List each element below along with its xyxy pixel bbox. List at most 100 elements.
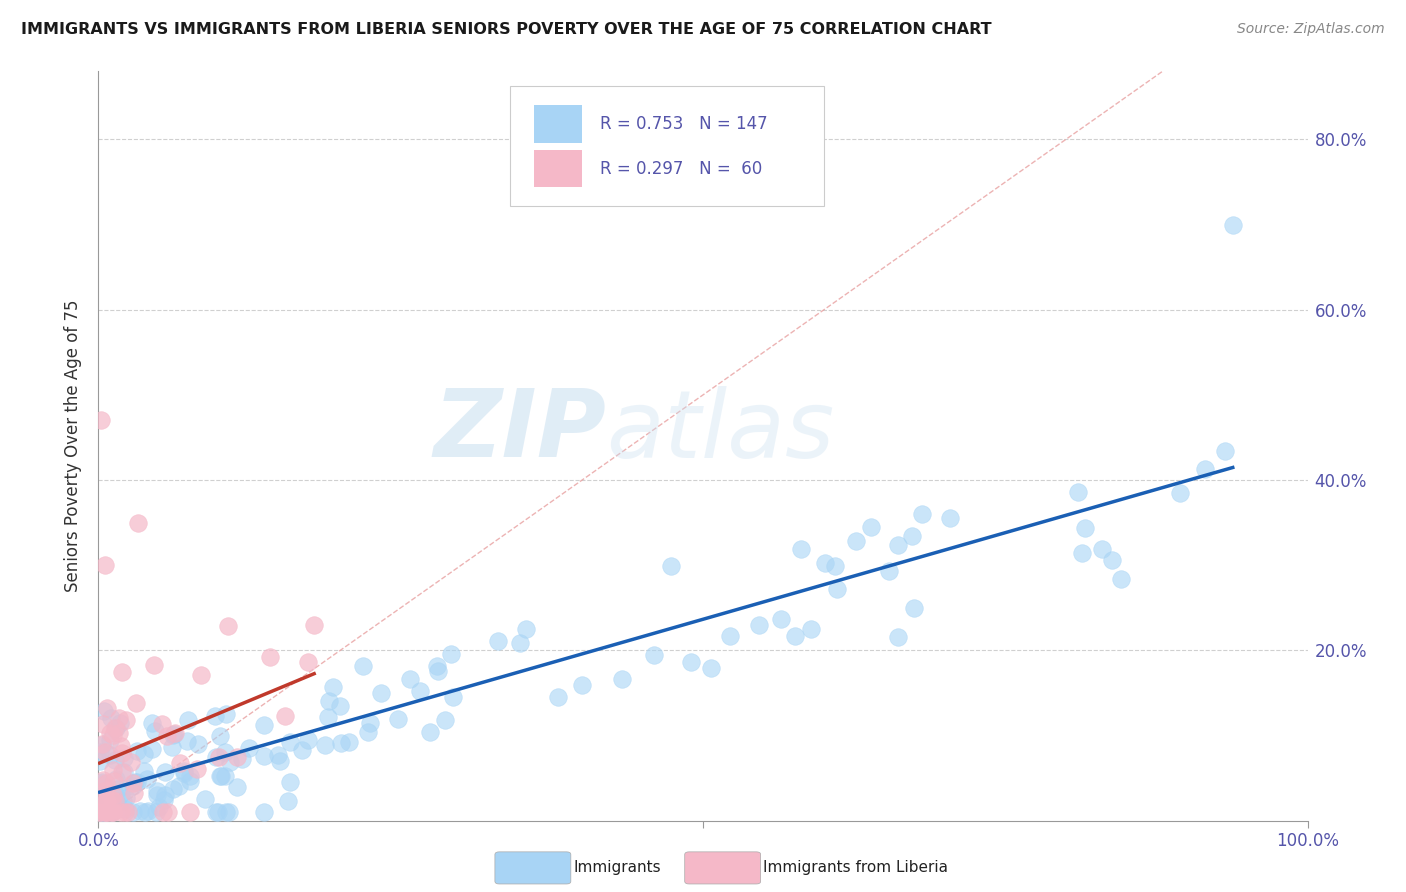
Point xyxy=(112,765,135,780)
Bar xyxy=(534,105,582,143)
Point xyxy=(90,775,112,789)
Point xyxy=(440,647,463,661)
Point xyxy=(337,735,360,749)
Point xyxy=(110,665,132,680)
Point xyxy=(128,804,150,818)
Point xyxy=(104,753,127,767)
Point xyxy=(160,740,183,755)
Point xyxy=(136,772,159,786)
Point xyxy=(94,795,117,809)
Point xyxy=(190,668,212,682)
Point xyxy=(127,516,149,530)
Point xyxy=(877,565,900,579)
Point xyxy=(121,779,143,793)
Point xyxy=(329,699,352,714)
Point xyxy=(141,741,163,756)
Point xyxy=(290,743,312,757)
Point xyxy=(911,507,934,521)
Point xyxy=(194,791,217,805)
Text: R = 0.297   N =  60: R = 0.297 N = 60 xyxy=(600,160,762,178)
Point xyxy=(104,787,127,801)
Point xyxy=(1111,572,1133,586)
Point xyxy=(90,738,112,752)
Point xyxy=(148,800,170,814)
Point xyxy=(93,704,115,718)
Point xyxy=(162,781,184,796)
Point xyxy=(824,558,846,573)
Point xyxy=(104,772,127,786)
Point xyxy=(169,779,191,793)
Point xyxy=(208,769,231,783)
Point xyxy=(274,708,297,723)
Point xyxy=(314,738,336,752)
Y-axis label: Seniors Poverty Over the Age of 75: Seniors Poverty Over the Age of 75 xyxy=(65,300,83,592)
Point xyxy=(103,805,125,819)
Point xyxy=(104,722,127,736)
Point xyxy=(143,724,166,739)
Point xyxy=(107,781,129,796)
Point xyxy=(509,636,531,650)
Text: atlas: atlas xyxy=(606,385,835,476)
Point xyxy=(748,618,770,632)
Point xyxy=(226,750,249,764)
Point xyxy=(100,711,122,725)
Point xyxy=(225,780,247,795)
Point xyxy=(659,558,682,573)
Point xyxy=(94,776,117,790)
Point xyxy=(91,772,114,787)
Point xyxy=(100,805,122,819)
Text: ZIP: ZIP xyxy=(433,385,606,477)
Point xyxy=(91,805,114,819)
Point xyxy=(89,805,111,819)
Text: R = 0.753   N = 147: R = 0.753 N = 147 xyxy=(600,115,768,133)
Point xyxy=(209,769,232,783)
Point xyxy=(90,413,112,427)
Point xyxy=(441,690,464,704)
Point xyxy=(136,804,159,818)
Point xyxy=(318,710,340,724)
Point xyxy=(214,745,236,759)
Point xyxy=(571,678,593,692)
Point xyxy=(238,741,260,756)
Point xyxy=(145,784,167,798)
Point xyxy=(124,786,146,800)
Point xyxy=(783,629,806,643)
Point xyxy=(110,746,132,760)
Point xyxy=(114,791,136,805)
Point xyxy=(162,726,184,740)
Point xyxy=(134,805,156,819)
Point xyxy=(266,747,288,762)
Point xyxy=(886,538,908,552)
Point xyxy=(90,738,112,752)
Point xyxy=(813,557,835,571)
Point xyxy=(277,794,299,808)
Text: Source: ZipAtlas.com: Source: ZipAtlas.com xyxy=(1237,22,1385,37)
Point xyxy=(173,766,195,780)
Point xyxy=(278,775,301,789)
Point xyxy=(114,805,136,819)
Point xyxy=(176,734,198,748)
Point xyxy=(901,529,924,543)
Point xyxy=(1168,486,1191,500)
Point xyxy=(643,648,665,662)
Point xyxy=(173,764,195,779)
FancyBboxPatch shape xyxy=(509,87,824,206)
Point xyxy=(103,774,125,789)
Point xyxy=(94,782,117,797)
Point xyxy=(1071,545,1094,559)
Point xyxy=(253,805,276,819)
Point xyxy=(104,794,127,808)
Point xyxy=(903,601,925,615)
Point xyxy=(1067,484,1090,499)
Point xyxy=(610,673,633,687)
Point xyxy=(318,694,340,708)
Point xyxy=(205,750,228,764)
Point xyxy=(208,749,231,764)
Point xyxy=(91,790,114,805)
Point xyxy=(939,511,962,525)
Point xyxy=(89,805,111,819)
Point xyxy=(1213,443,1236,458)
Point xyxy=(110,739,132,753)
Point xyxy=(101,763,124,777)
Point xyxy=(93,805,115,819)
